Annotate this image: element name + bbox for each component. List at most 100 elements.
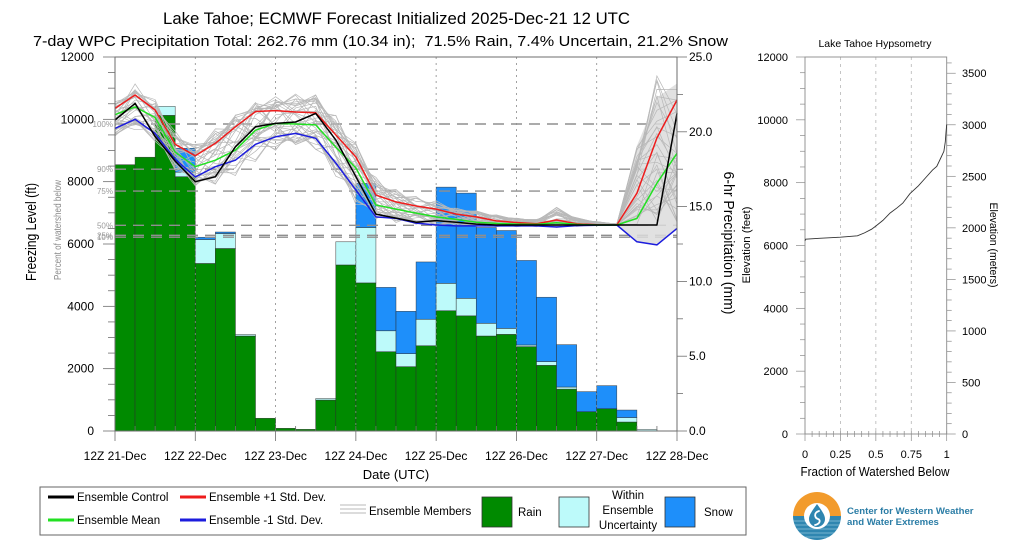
legend-label: Ensemble Members — [369, 506, 472, 518]
y-right-tick-label: 20.0 — [689, 125, 713, 139]
uncertainty-bar — [556, 386, 577, 390]
legend-item-plus-1sd: Ensemble +1 Std. Dev. — [180, 492, 326, 504]
legend-box — [39, 486, 747, 536]
legend-item-rain: Rain — [481, 496, 542, 528]
hypsometry-y-right-label: Elevation (meters) — [987, 203, 999, 288]
rain-bar — [516, 346, 537, 432]
rain-bar — [395, 366, 417, 432]
snow-bar — [576, 391, 598, 413]
water-drop-icon — [809, 504, 825, 527]
hypsometry-y-left-tick-label: 4000 — [764, 303, 788, 315]
y-right-tick-label: 25.0 — [689, 50, 713, 64]
hypsometry-y-right-tick-label: 2500 — [962, 171, 986, 183]
y-axis-left-label: Freezing Level (ft) — [23, 183, 40, 281]
x-tick-label: 12Z 28-Dec — [646, 449, 709, 463]
hypsometry-chart: 0200040006000800010000120000500100015002… — [757, 52, 986, 461]
y-left-tick-label: 0 — [87, 424, 94, 438]
hypsometry-y-left-tick-label: 0 — [782, 429, 788, 441]
hypsometry-x-label: Fraction of Watershed Below — [801, 464, 951, 479]
snow-bar — [375, 287, 397, 332]
legend-item-uncertainty: Within Ensemble Uncertainty — [558, 490, 657, 532]
snow-bar — [596, 385, 618, 410]
hypsometry-y-left-tick-label: 2000 — [764, 366, 788, 378]
uncertainty-bar — [496, 328, 517, 335]
uncertainty-bar — [415, 318, 437, 347]
x-tick-label: 12Z 23-Dec — [244, 449, 307, 463]
y-left-tick-label: 4000 — [67, 299, 94, 313]
precip-bars — [114, 106, 658, 432]
rain-bar — [496, 334, 517, 432]
y-left-tick-label: 10000 — [61, 112, 95, 126]
cw3e-logo: Center for Western Weather and Water Ext… — [793, 492, 974, 540]
rain-bar — [576, 411, 598, 432]
hypsometry-y-right-tick-label: 1000 — [962, 326, 986, 338]
rain-swatch — [481, 496, 513, 528]
x-tick-label: 12Z 27-Dec — [565, 449, 628, 463]
logo-text-line1: Center for Western Weather — [847, 506, 974, 517]
snow-bar — [616, 409, 638, 418]
y-axis-left-secondary-label: Percent of watershed below — [53, 179, 64, 280]
hypsometry-curve — [804, 124, 948, 241]
uncertainty-bar — [435, 283, 457, 312]
watershed-percent-label: 90% — [97, 165, 113, 174]
legend-label: Rain — [518, 507, 542, 519]
watershed-percent-label: 75% — [97, 187, 113, 196]
x-tick-label: 12Z 21-Dec — [84, 449, 147, 463]
legend-label: Ensemble Control — [77, 492, 168, 504]
rain-bar — [475, 335, 497, 432]
y-left-tick-label: 12000 — [61, 50, 95, 64]
legend-item-snow: Snow — [664, 496, 733, 528]
rain-bar — [616, 421, 638, 432]
rain-bar — [415, 345, 437, 432]
legend-label: Ensemble -1 Std. Dev. — [209, 515, 323, 527]
rain-bar — [596, 408, 618, 432]
rain-bar — [235, 335, 256, 432]
hypsometry-y-left-tick-label: 6000 — [764, 241, 788, 253]
snow-bar — [475, 227, 497, 324]
rain-bar — [134, 156, 156, 432]
hypsometry-y-left-tick-label: 10000 — [757, 115, 788, 127]
legend-label: Within — [612, 490, 644, 502]
legend-item-members: Ensemble Members — [340, 504, 472, 518]
uncertainty-bar — [475, 322, 497, 337]
snow-bar — [415, 261, 437, 320]
rain-bar — [315, 399, 337, 432]
legend-label: Ensemble Mean — [77, 515, 160, 527]
watershed-percent-label: 50% — [97, 221, 113, 230]
rain-bar — [335, 264, 357, 432]
main-title: Lake Tahoe; ECMWF Forecast Initialized 2… — [163, 9, 630, 28]
hypsometry-y-right-tick-label: 0 — [962, 429, 968, 441]
uncertainty-swatch — [558, 496, 590, 528]
snow-bar — [556, 344, 577, 388]
snow-bar — [395, 311, 417, 354]
hypsometry-x-tick-label: 0.25 — [830, 449, 851, 461]
x-tick-label: 12Z 25-Dec — [405, 449, 468, 463]
hypsometry-y-right-tick-label: 3500 — [962, 68, 986, 80]
hypsometry-y-left-tick-label: 12000 — [757, 52, 788, 64]
hypsometry-y-right-tick-label: 3000 — [962, 120, 986, 132]
hypsometry-y-right-tick-label: 2000 — [962, 223, 986, 235]
uncertainty-bar — [395, 353, 417, 367]
x-tick-label: 12Z 26-Dec — [485, 449, 548, 463]
ensemble-member-line — [114, 106, 678, 227]
legend-label: Snow — [704, 507, 733, 519]
uncertainty-bar — [455, 297, 477, 317]
legend-item-control: Ensemble Control — [48, 492, 168, 504]
uncertainty-bar — [194, 239, 216, 264]
snow-bar — [516, 260, 537, 346]
y-left-tick-label: 8000 — [67, 175, 94, 189]
legend-item-mean: Ensemble Mean — [48, 515, 160, 527]
rain-bar — [435, 310, 457, 432]
y-axis-right-label: 6-hr Precipitation (mm) — [720, 172, 737, 315]
legend-label: Ensemble +1 Std. Dev. — [209, 492, 326, 504]
ensemble-member-line — [114, 98, 678, 227]
uncertainty-bar — [235, 334, 256, 337]
hypsometry-title: Lake Tahoe Hypsometry — [818, 38, 932, 50]
x-axis-label: Date (UTC) — [363, 467, 429, 482]
legend-label: Uncertainty — [599, 520, 657, 532]
rain-bar — [536, 365, 557, 432]
rain-bar — [375, 351, 397, 432]
hypsometry-y-right-tick-label: 500 — [962, 378, 980, 390]
hypsometry-y-left-label: Elevation (feet) — [741, 207, 753, 284]
